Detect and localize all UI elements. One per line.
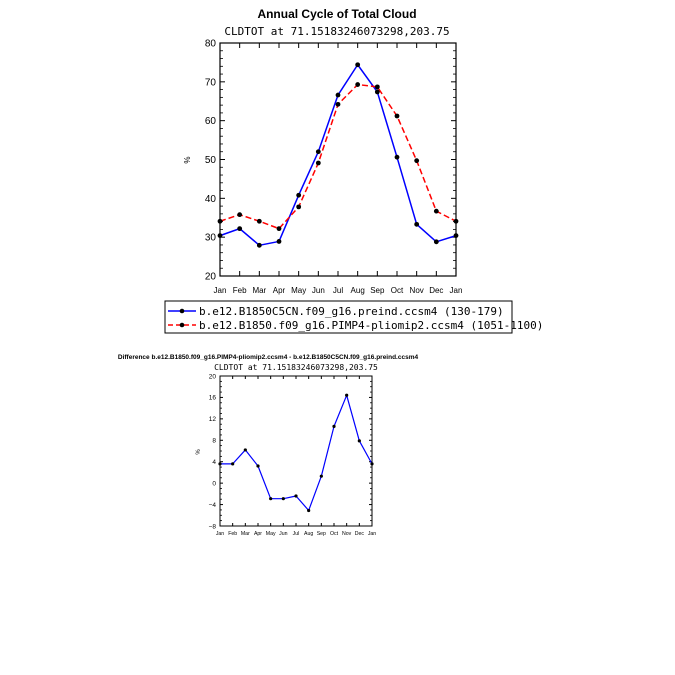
chart1-xtick-label: Jan bbox=[214, 286, 227, 295]
legend-label-series-1: b.e12.B1850C5CN.f09_g16.preind.ccsm4 (13… bbox=[199, 305, 504, 318]
chart1-series-2-point bbox=[355, 82, 361, 87]
chart1-ytick-label: 50 bbox=[205, 155, 217, 166]
chart2-series-1-point bbox=[370, 462, 374, 466]
chart1-series-2-point bbox=[296, 204, 302, 210]
chart1-ytick-label: 20 bbox=[205, 272, 217, 283]
chart1-series-2-point bbox=[414, 158, 420, 164]
chart1-series-1-point bbox=[237, 226, 243, 232]
chart2-xtick-label: Aug bbox=[304, 531, 313, 537]
chart2-title: Difference b.e12.B1850.f09_g16.PIMP4-pli… bbox=[118, 354, 419, 361]
chart1-series-1-point bbox=[453, 233, 459, 239]
chart1-series-2-point bbox=[315, 160, 321, 166]
chart1-xtick-label: Oct bbox=[391, 286, 404, 295]
chart1-series-1-point bbox=[414, 221, 420, 227]
chart2-ytick-label: 8 bbox=[212, 438, 216, 445]
chart2-series-1-point bbox=[269, 497, 273, 501]
chart1-xtick-label: Nov bbox=[410, 286, 424, 295]
chart2-ytick-label: 4 bbox=[212, 459, 216, 466]
chart2-xtick-label: Jul bbox=[293, 531, 300, 537]
chart2-xtick-label: Apr bbox=[254, 531, 262, 537]
chart1-ytick-label: 40 bbox=[205, 194, 217, 205]
chart1-series-2-point bbox=[256, 218, 262, 224]
chart2-series-1-point bbox=[332, 424, 336, 428]
chart2-series-1-point bbox=[357, 439, 361, 443]
chart1-series-2-point bbox=[374, 84, 380, 90]
chart1-ytick-label: 60 bbox=[205, 116, 217, 127]
chart1-series-1-point bbox=[374, 89, 380, 95]
chart1-series-1-point bbox=[276, 239, 282, 244]
chart1-series-1-point bbox=[394, 154, 400, 160]
chart1-xtick-label: Dec bbox=[429, 286, 443, 295]
chart1-xtick-label: Jul bbox=[333, 286, 343, 295]
chart2-ytick-label: 20 bbox=[209, 373, 217, 380]
chart1-series-2-point bbox=[335, 101, 341, 107]
chart2-subtitle: CLDTOT at 71.15183246073298,203.75 bbox=[214, 363, 378, 372]
chart1-title: Annual Cycle of Total Cloud bbox=[257, 7, 416, 21]
chart2-xtick-label: Mar bbox=[241, 531, 250, 537]
chart2-series-1-point bbox=[345, 393, 349, 397]
chart1-xtick-label: May bbox=[291, 286, 306, 295]
chart2-xtick-label: Oct bbox=[330, 531, 339, 537]
legend-box bbox=[164, 300, 513, 334]
chart1-series-1-point bbox=[355, 62, 361, 68]
chart2-xtick-label: Jan bbox=[368, 531, 376, 537]
chart1-xtick-label: Jan bbox=[450, 286, 463, 295]
chart1-xtick-label: Apr bbox=[273, 286, 286, 295]
legend-label-series-2: b.e12.B1850.f09_g16.PIMP4-pliomip2.ccsm4… bbox=[199, 319, 543, 332]
chart1-ytick-label: 30 bbox=[205, 233, 217, 244]
chart1-series-1-point bbox=[335, 92, 341, 98]
chart2-series-1-point bbox=[294, 494, 298, 498]
chart1-ylabel: % bbox=[183, 156, 192, 163]
chart2-xtick-label: Nov bbox=[342, 531, 352, 537]
chart1-series-1-point bbox=[217, 233, 223, 239]
chart1-xtick-label: Jun bbox=[312, 286, 325, 295]
chart2-xtick-label: Jan bbox=[216, 531, 224, 537]
chart1-series-2-point bbox=[433, 208, 439, 214]
chart1-series-1-point bbox=[433, 239, 439, 245]
chart2-series-1-point bbox=[243, 448, 247, 452]
chart2-xtick-label: May bbox=[266, 531, 276, 537]
chart1-series-2-point bbox=[276, 226, 282, 232]
chart1-xtick-label: Mar bbox=[252, 286, 266, 295]
chart2-series-1-point bbox=[218, 462, 222, 466]
chart1-legend: b.e12.B1850C5CN.f09_g16.preind.ccsm4 (13… bbox=[164, 300, 543, 334]
chart1-ytick-label: 80 bbox=[205, 39, 217, 50]
chart2-series-1-point bbox=[231, 462, 235, 466]
chart2-ytick-label: −8 bbox=[209, 523, 217, 530]
chart2-xtick-label: Dec bbox=[355, 531, 365, 537]
chart1-xtick-label: Aug bbox=[351, 286, 365, 295]
chart1-series-2-point bbox=[394, 113, 400, 119]
chart1-series-1-point bbox=[256, 242, 262, 248]
chart1-series-2-point bbox=[217, 218, 223, 224]
chart2-series-1-point bbox=[307, 508, 311, 513]
chart2-series-1-point bbox=[319, 474, 323, 478]
chart2-series-1-point bbox=[256, 464, 260, 468]
chart2-ytick-label: 12 bbox=[209, 416, 217, 423]
chart2-ylabel: % bbox=[196, 449, 202, 455]
chart1-series-1-point bbox=[296, 192, 302, 198]
legend-marker-series-2 bbox=[179, 322, 185, 328]
chart1-subtitle: CLDTOT at 71.15183246073298,203.75 bbox=[224, 25, 449, 38]
chart2-xtick-label: Jun bbox=[279, 531, 287, 537]
chart2-ytick-label: 16 bbox=[209, 395, 217, 402]
chart1-series-1-point bbox=[315, 149, 321, 155]
chart1-series-2-point bbox=[237, 212, 243, 218]
legend-marker-series-1 bbox=[179, 308, 185, 314]
chart2-ytick-label: −4 bbox=[209, 502, 217, 509]
chart2-xtick-label: Sep bbox=[317, 531, 326, 537]
chart1-xtick-label: Feb bbox=[233, 286, 247, 295]
chart1-plot-area: 20 30 40 50 60 70 80 Jan Feb Mar Apr May Jun Jul Aug Se… bbox=[205, 39, 463, 296]
chart1-xtick-label: Sep bbox=[370, 286, 385, 295]
chart2-series-1-point bbox=[281, 497, 285, 501]
chart1-ytick-label: 70 bbox=[205, 77, 217, 88]
chart2-ytick-label: 0 bbox=[212, 480, 216, 487]
chart2-plot-area: −8 −4 0 4 8 12 16 20 Jan Feb Mar Apr May Jun Jul Aug Sep… bbox=[209, 373, 377, 537]
chart2-xtick-label: Feb bbox=[228, 531, 237, 537]
chart1-series-2-point bbox=[453, 218, 459, 224]
